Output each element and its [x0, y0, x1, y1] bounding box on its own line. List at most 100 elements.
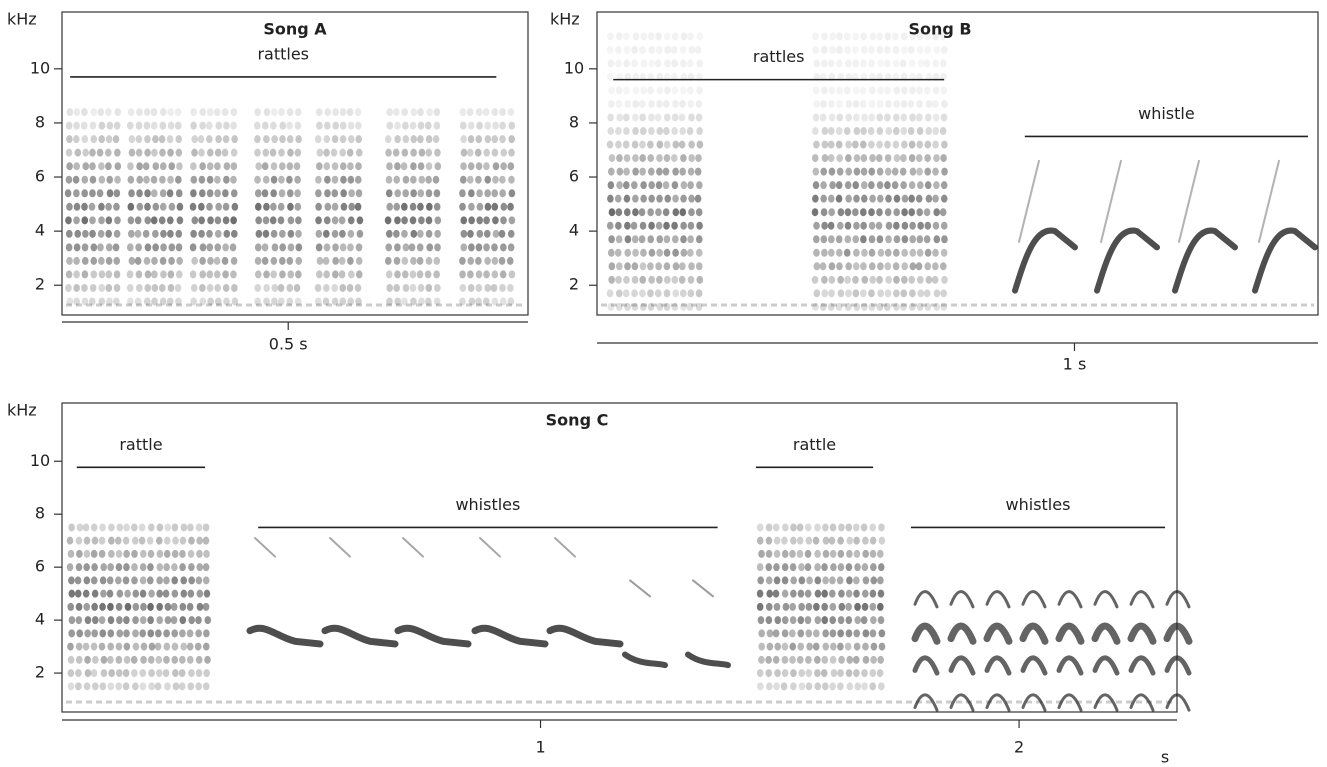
energy-dot [862, 576, 870, 585]
y-tick-label: 8 [35, 504, 45, 523]
energy-dot [781, 655, 789, 664]
energy-dot [286, 162, 294, 171]
whistle-trace [1055, 622, 1085, 645]
energy-dot [115, 602, 123, 611]
energy-dot [68, 523, 75, 532]
whistle-trace [1164, 655, 1192, 676]
energy-dot [790, 589, 797, 598]
energy-dot [126, 243, 134, 252]
energy-dot [467, 229, 474, 238]
energy-dot [814, 669, 821, 678]
energy-dot [655, 181, 663, 190]
energy-dot [459, 121, 467, 130]
energy-dot [892, 45, 900, 54]
energy-dot [846, 655, 854, 664]
energy-dot [295, 243, 303, 252]
whistle-trace [912, 655, 940, 676]
energy-dot [203, 629, 210, 638]
energy-dot [171, 576, 179, 585]
energy-dot [98, 536, 106, 545]
energy-dot [112, 135, 120, 144]
energy-dot [346, 148, 354, 157]
energy-dot [81, 297, 89, 306]
energy-dot [679, 127, 686, 136]
energy-dot [134, 256, 142, 265]
energy-dot [813, 59, 821, 68]
energy-dot [187, 523, 194, 532]
energy-dot [498, 256, 506, 265]
energy-dot [67, 602, 75, 611]
energy-dot [126, 270, 134, 279]
energy-dot [73, 162, 80, 171]
energy-dot [339, 148, 347, 157]
energy-dot [843, 127, 851, 136]
energy-dot [150, 121, 158, 130]
energy-dot [623, 167, 630, 176]
energy-dot [386, 121, 394, 130]
energy-dot [492, 162, 500, 171]
y-axis-label: kHz [7, 401, 37, 420]
energy-dot [417, 108, 424, 117]
energy-dot [852, 59, 860, 68]
energy-dot [687, 86, 694, 95]
energy-dot [476, 229, 484, 238]
energy-dot [822, 642, 830, 651]
energy-dot [475, 162, 483, 171]
energy-dot [663, 99, 670, 108]
energy-dot [813, 140, 820, 149]
energy-dot [827, 140, 835, 149]
energy-dot [354, 283, 362, 292]
whistle-trace [1127, 622, 1157, 645]
energy-dot [884, 289, 892, 298]
energy-dot [868, 167, 876, 176]
energy-dot [671, 302, 679, 311]
energy-dot [356, 229, 364, 238]
energy-dot [116, 616, 123, 625]
energy-dot [230, 270, 237, 279]
energy-dot [631, 45, 638, 54]
energy-dot [172, 682, 180, 691]
energy-dot [206, 243, 214, 252]
energy-dot [263, 283, 270, 292]
energy-dot [402, 283, 410, 292]
energy-dot [491, 270, 499, 279]
energy-dot [425, 162, 433, 171]
energy-dot [756, 589, 764, 598]
energy-dot [664, 194, 672, 203]
whistle-trace [471, 624, 549, 648]
energy-dot [199, 108, 207, 117]
energy-dot [812, 127, 819, 136]
energy-dot [819, 302, 827, 311]
energy-dot [75, 642, 83, 651]
energy-dot [877, 602, 884, 611]
energy-dot [128, 148, 136, 157]
energy-dot [459, 297, 466, 306]
energy-dot [773, 576, 781, 585]
energy-dot [294, 202, 302, 211]
energy-dot [271, 135, 278, 144]
energy-dot [662, 167, 670, 176]
energy-dot [81, 175, 89, 184]
energy-dot [152, 162, 160, 171]
energy-dot [835, 181, 843, 190]
energy-dot [205, 121, 213, 130]
energy-dot [206, 135, 213, 144]
energy-dot [827, 59, 835, 68]
energy-dot [286, 256, 294, 265]
energy-dot [671, 86, 679, 95]
energy-dot [126, 297, 134, 306]
energy-dot [136, 108, 143, 117]
energy-dot [909, 221, 916, 230]
energy-dot [687, 275, 695, 284]
energy-dot [410, 256, 417, 265]
energy-dot [81, 189, 89, 198]
energy-dot [932, 127, 940, 136]
energy-dot [277, 283, 285, 292]
energy-dot [174, 121, 182, 130]
energy-dot [400, 162, 408, 171]
energy-dot [829, 523, 837, 532]
energy-dot [939, 208, 947, 217]
energy-dot [67, 655, 75, 664]
energy-dot [279, 270, 286, 279]
energy-dot [868, 59, 875, 68]
